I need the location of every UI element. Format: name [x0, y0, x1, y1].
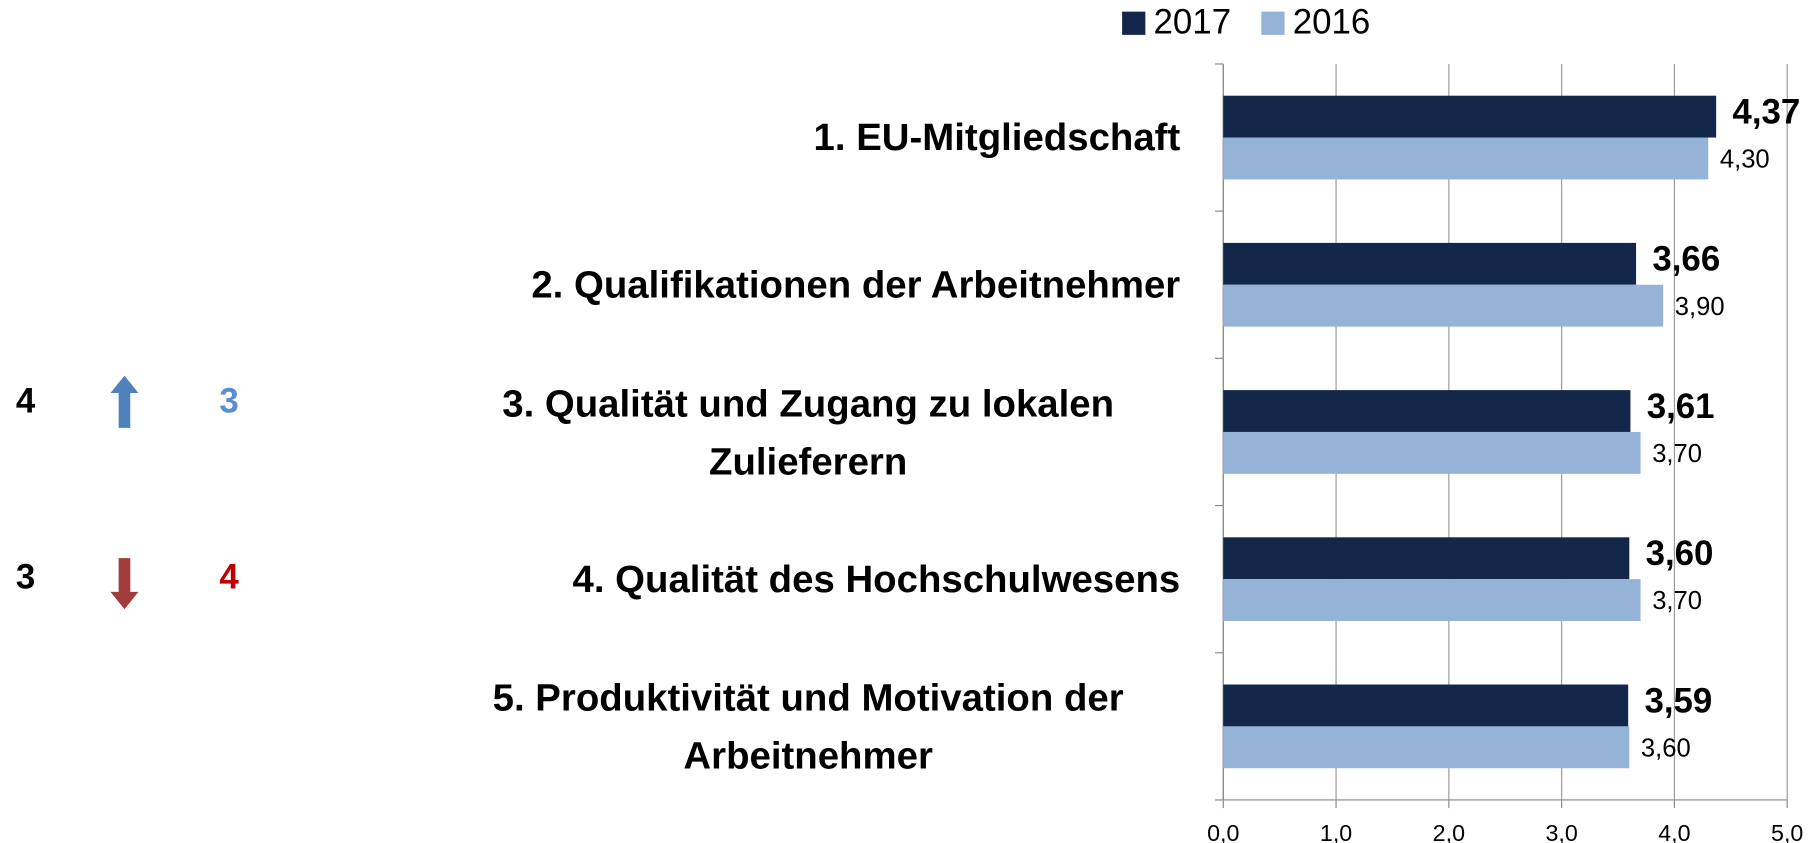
x-tick-label: 0,0 [1207, 820, 1239, 843]
x-tick-label: 3,0 [1545, 820, 1577, 843]
arrow-down [110, 558, 139, 610]
value-label: 3,61 [1647, 387, 1715, 426]
value-label: 3,90 [1675, 293, 1725, 321]
rank-to: 3 [219, 382, 238, 421]
category-label-box: 1. EU-Mitgliedschaft [349, 68, 1181, 208]
value-label: 3,66 [1652, 240, 1720, 279]
rank-from: 3 [16, 557, 35, 596]
value-label: 4,30 [1720, 146, 1770, 174]
bar [1223, 137, 1709, 180]
category-label: 4. Qualität des Hochschulwesens [572, 557, 1181, 601]
category-label-box: 2. Qualifikationen der Arbeitnehmer [349, 215, 1180, 355]
x-tick-label: 4,0 [1658, 820, 1690, 843]
bar [1223, 579, 1641, 622]
value-label: 3,59 [1644, 681, 1712, 720]
legend-label: 2016 [1293, 3, 1371, 42]
category-label-wrap: 5. Produktivität und Motivation der Arbe… [349, 657, 1180, 797]
arrow-up [110, 375, 139, 428]
value-label: 3,60 [1641, 734, 1691, 762]
bar [1223, 390, 1631, 432]
x-tick-label: 2,0 [1433, 820, 1465, 843]
value-label: 3,70 [1652, 440, 1702, 468]
rank-to: 4 [219, 557, 239, 596]
value-label: 4,37 [1732, 93, 1800, 132]
category-label-wrap: 3. Qualität und Zugang zu lokalen Zulief… [349, 362, 1180, 502]
category-label-box: 3. Qualität und Zugang zu lokalen Zulief… [349, 362, 1180, 502]
category-label-box: 5. Produktivität und Motivation der Arbe… [349, 657, 1180, 797]
category-label: 5. Produktivität und Motivation der Arbe… [492, 675, 1124, 777]
category-label-wrap: 4. Qualität des Hochschulwesens [349, 509, 1181, 649]
category-label: 2. Qualifikationen der Arbeitnehmer [531, 262, 1181, 306]
rank-from: 4 [16, 382, 36, 421]
bar [1223, 537, 1630, 580]
bar [1223, 284, 1664, 327]
bar [1223, 726, 1630, 769]
category-label: 1. EU-Mitgliedschaft [813, 115, 1181, 159]
category-label-box: 4. Qualität des Hochschulwesens [349, 509, 1181, 649]
category-label-wrap: 1. EU-Mitgliedschaft [349, 68, 1181, 208]
bar [1223, 95, 1717, 138]
legend-label: 2017 [1154, 3, 1232, 42]
value-label: 3,60 [1646, 534, 1714, 573]
category-label-wrap: 2. Qualifikationen der Arbeitnehmer [349, 215, 1180, 355]
legend-swatch [1261, 11, 1285, 35]
x-tick-label: 5,0 [1771, 820, 1803, 843]
legend-swatch [1122, 11, 1146, 35]
bar [1223, 684, 1629, 727]
category-label: 3. Qualität und Zugang zu lokalen Zulief… [502, 380, 1115, 482]
bar [1223, 242, 1637, 285]
x-tick-label: 1,0 [1320, 820, 1352, 843]
value-label: 3,70 [1652, 587, 1702, 615]
bar [1223, 431, 1641, 474]
